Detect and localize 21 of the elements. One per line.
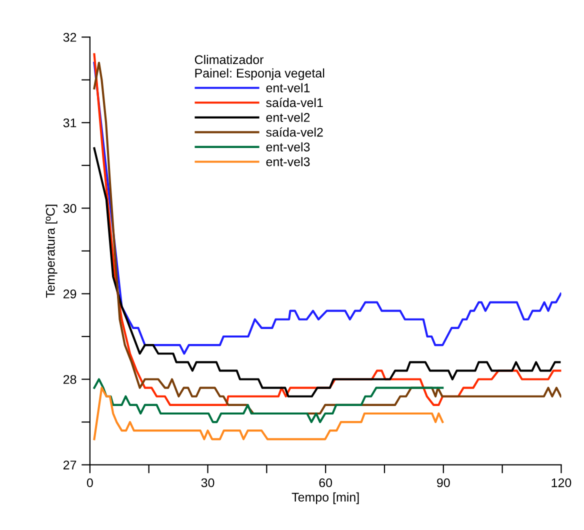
line-series — [93, 378, 444, 424]
y-tick-label: 29 — [63, 290, 76, 298]
legend-label: saída-vel1 — [266, 98, 323, 108]
legend-label: ent-vel2 — [266, 112, 310, 122]
legend-label: saída-vel2 — [266, 127, 323, 137]
x-tick-label: 0 — [86, 478, 93, 488]
y-tick-label: 27 — [63, 460, 76, 470]
y-tick-label: 31 — [63, 118, 76, 128]
y-tick-label: 30 — [63, 204, 76, 213]
legend-label: ent-vel1 — [266, 83, 310, 92]
legend-label: ent-vel3 — [266, 157, 310, 166]
x-axis-title: Tempo [min] — [292, 492, 359, 504]
x-tick-label: 120 — [552, 478, 572, 488]
legend-label: ent-vel3 — [266, 142, 310, 152]
x-tick-label: 60 — [319, 478, 332, 488]
line-series — [93, 386, 444, 440]
y-axis-title: Temperatura [ºC] — [46, 204, 58, 298]
x-tick-label: 30 — [201, 478, 214, 488]
y-tick-label: 32 — [63, 32, 76, 42]
x-tick-label: 90 — [437, 478, 450, 488]
y-tick-label: 28 — [63, 375, 76, 384]
